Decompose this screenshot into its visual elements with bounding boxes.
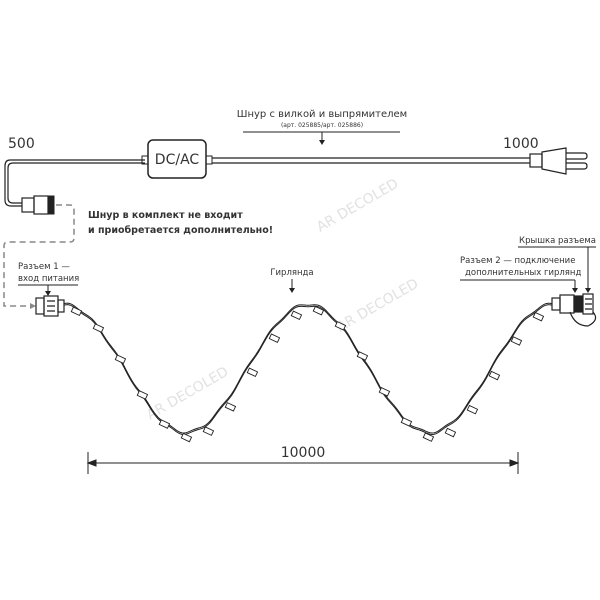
cap-label: Крышка разъема (519, 236, 596, 246)
led-bulb (202, 426, 215, 436)
led-bulb (356, 351, 369, 361)
connector2-icon (551, 294, 583, 314)
watermark: AR DECOLED (314, 176, 401, 236)
led-bulb (444, 427, 457, 438)
connector2-line2: дополнительных гирлянд (465, 268, 581, 278)
connector1-line1: Разъем 1 — (18, 262, 70, 272)
led-bulb (268, 333, 281, 343)
watermark: AR DECOLED (334, 276, 421, 336)
connector-cap-icon (569, 293, 597, 327)
led-bulb (488, 370, 501, 381)
led-bulb (92, 323, 105, 333)
plug-icon (541, 147, 567, 175)
garland (63, 302, 553, 443)
connector2-line1: Разъем 2 — подключение (460, 256, 575, 266)
led-bulb (290, 310, 303, 321)
led-bulb (422, 432, 435, 442)
led-bulb (114, 354, 127, 364)
garland-wire (63, 302, 553, 434)
led-bulb (400, 417, 413, 427)
led-bulb (466, 404, 479, 415)
led-bulb (136, 390, 149, 400)
power-cord (4, 139, 588, 215)
note-line2: и приобретается дополнительно! (88, 225, 273, 236)
led-bulb (180, 432, 193, 443)
led-bulb (334, 321, 347, 331)
led-bulb (158, 419, 171, 429)
watermark: AR DECOLED (144, 364, 231, 424)
length-1000: 1000 (503, 136, 539, 152)
length-500: 500 (8, 136, 35, 152)
led-bulb (246, 367, 259, 378)
note-line1: Шнур в комплект не входит (88, 210, 243, 221)
cord-article: (арт. 025885/арт. 025886) (281, 122, 363, 129)
led-bulb (532, 311, 545, 322)
adapter-label: DC/AC (155, 152, 200, 168)
connector1-line2: вход питания (18, 274, 79, 284)
garland-wire (63, 304, 553, 436)
cord-title: Шнур с вилкой и выпрямителем (237, 109, 407, 120)
led-bulb (70, 306, 83, 317)
garland-label: Гирлянда (270, 268, 313, 278)
led-bulb (224, 402, 237, 412)
connector1-icon (35, 295, 65, 317)
dashed-connection (3, 204, 75, 307)
led-bulb (510, 336, 523, 346)
length-dimension (86, 452, 520, 474)
led-bulb (378, 387, 391, 397)
led-bulb (312, 305, 325, 316)
garland-length: 10000 (281, 445, 326, 461)
